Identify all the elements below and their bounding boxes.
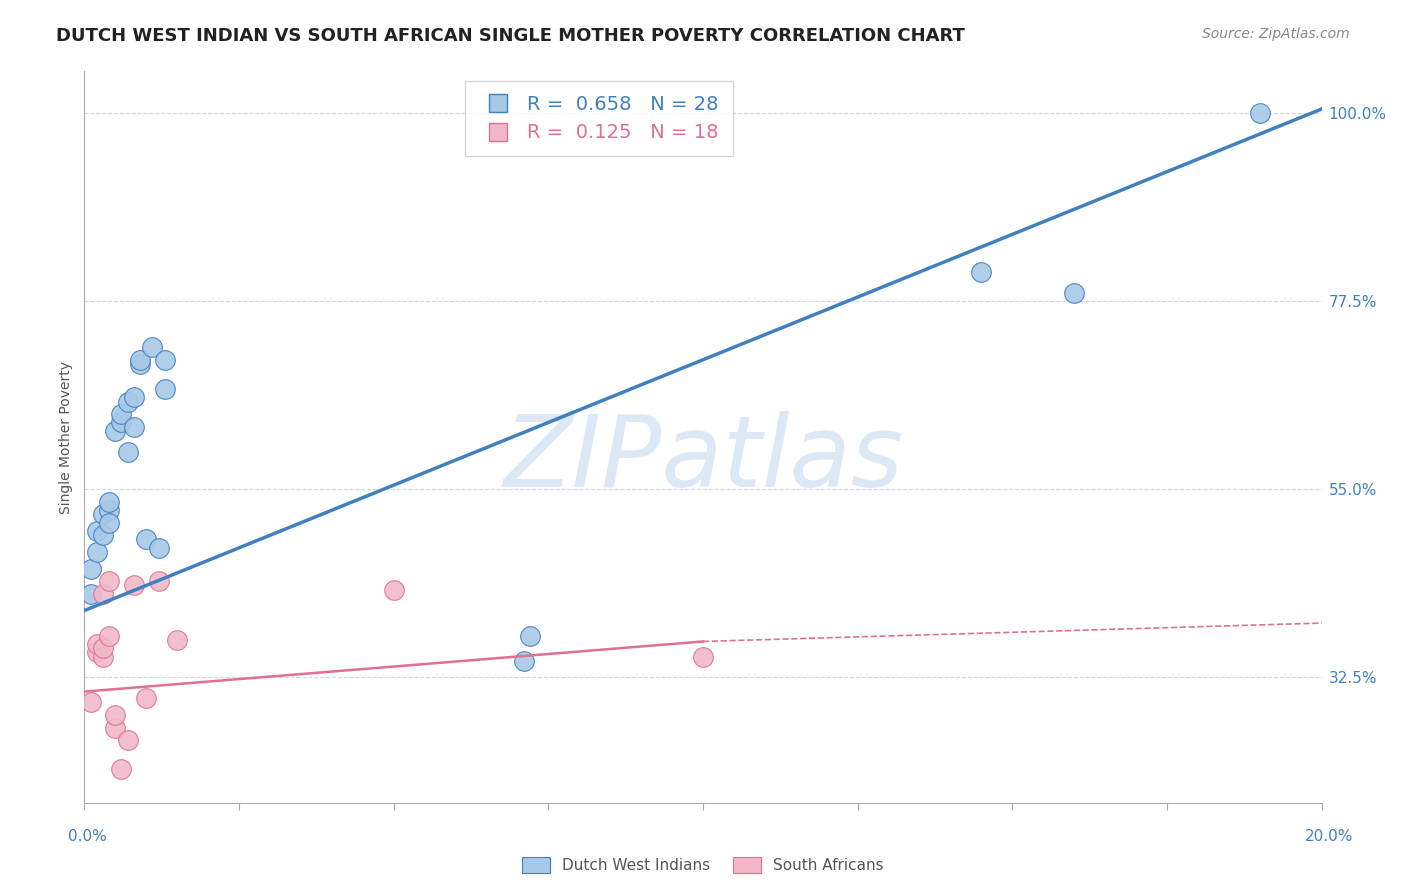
Point xyxy=(86,645,108,659)
Point xyxy=(79,587,101,601)
Point xyxy=(122,390,145,404)
Point xyxy=(148,574,170,589)
Point xyxy=(86,524,108,538)
Point xyxy=(91,587,114,601)
Text: 0.0%: 0.0% xyxy=(67,830,107,844)
Point xyxy=(135,691,157,706)
Point xyxy=(122,578,145,592)
Point xyxy=(153,352,176,367)
Point xyxy=(110,763,132,777)
Point xyxy=(98,503,121,517)
Text: Source: ZipAtlas.com: Source: ZipAtlas.com xyxy=(1202,27,1350,41)
Point xyxy=(117,733,139,747)
Point xyxy=(86,545,108,559)
Point xyxy=(117,444,139,458)
Point xyxy=(382,582,405,597)
Point xyxy=(91,649,114,664)
Point xyxy=(98,495,121,509)
Point xyxy=(1249,106,1271,120)
Point xyxy=(110,416,132,430)
Point xyxy=(970,265,993,279)
Point xyxy=(166,632,188,647)
Point xyxy=(104,708,127,723)
Point xyxy=(692,649,714,664)
Point xyxy=(104,424,127,438)
Point xyxy=(91,508,114,522)
Point xyxy=(104,721,127,735)
Point xyxy=(519,629,541,643)
Legend: R =  0.658   N = 28, R =  0.125   N = 18: R = 0.658 N = 28, R = 0.125 N = 18 xyxy=(465,81,733,156)
Point xyxy=(129,357,152,371)
Point xyxy=(148,541,170,555)
Point xyxy=(141,340,163,354)
Point xyxy=(117,394,139,409)
Text: ZIPatlas: ZIPatlas xyxy=(503,410,903,508)
Point xyxy=(512,654,534,668)
Point xyxy=(91,528,114,542)
Point xyxy=(129,352,152,367)
Point xyxy=(1063,285,1085,300)
Text: 20.0%: 20.0% xyxy=(1305,830,1353,844)
Point xyxy=(122,419,145,434)
Point xyxy=(135,533,157,547)
Point xyxy=(79,562,101,576)
Y-axis label: Single Mother Poverty: Single Mother Poverty xyxy=(59,360,73,514)
Point xyxy=(86,637,108,651)
Point xyxy=(79,696,101,710)
Point xyxy=(91,641,114,656)
Point xyxy=(98,516,121,530)
Point xyxy=(98,574,121,589)
Point xyxy=(98,629,121,643)
Text: DUTCH WEST INDIAN VS SOUTH AFRICAN SINGLE MOTHER POVERTY CORRELATION CHART: DUTCH WEST INDIAN VS SOUTH AFRICAN SINGL… xyxy=(56,27,965,45)
Point xyxy=(153,382,176,396)
Point xyxy=(110,407,132,421)
